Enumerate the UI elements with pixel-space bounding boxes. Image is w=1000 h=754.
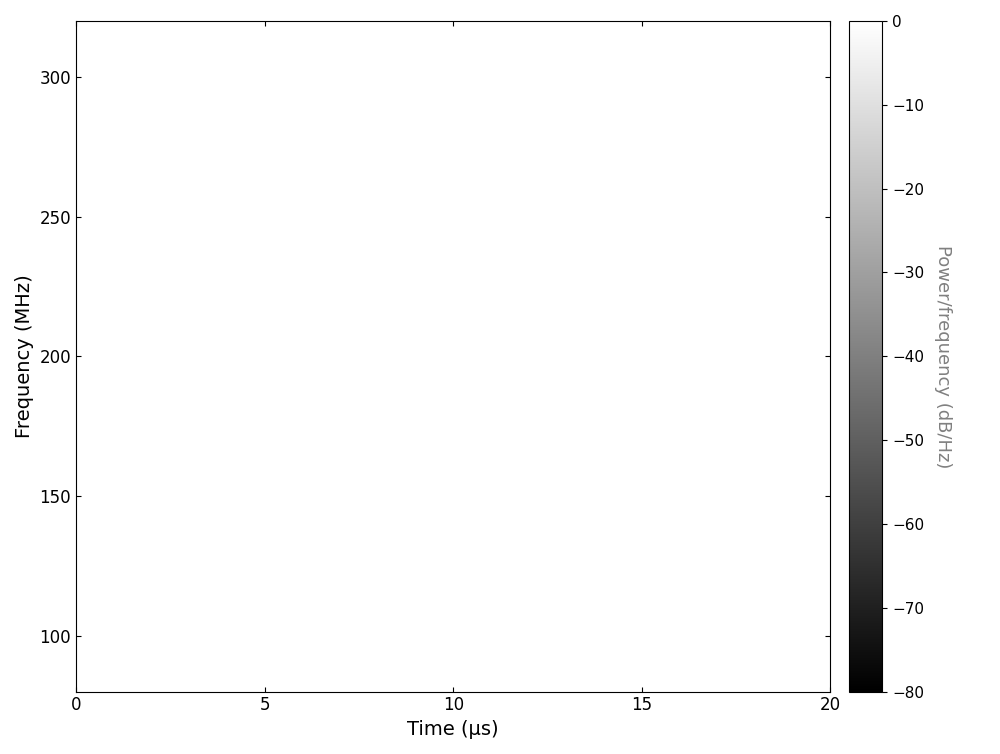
Y-axis label: Power/frequency (dB/Hz): Power/frequency (dB/Hz) — [934, 244, 952, 468]
X-axis label: Time (μs): Time (μs) — [407, 720, 499, 739]
Y-axis label: Frequency (MHz): Frequency (MHz) — [15, 274, 34, 438]
